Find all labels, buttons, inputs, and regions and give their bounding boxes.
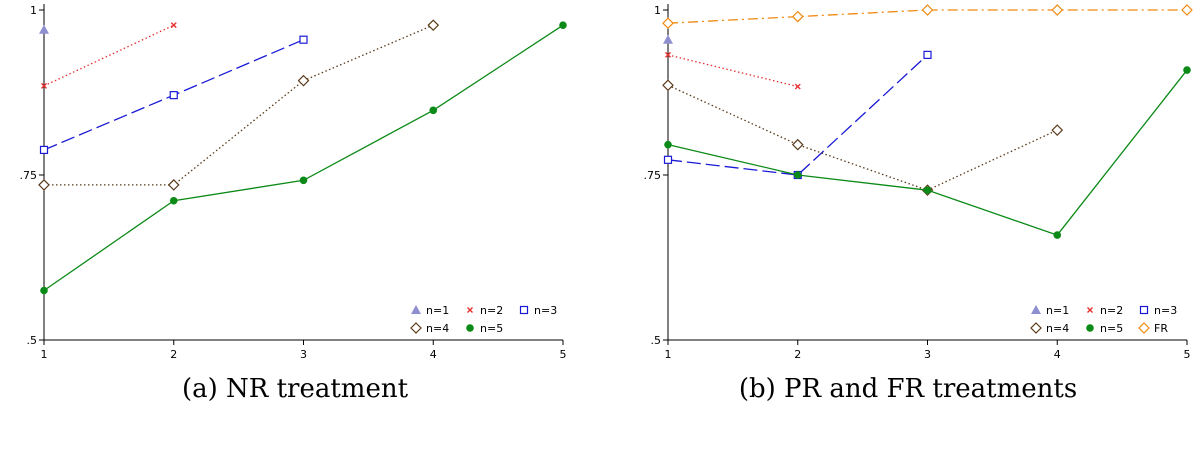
x-tick-label: 3 bbox=[924, 348, 931, 361]
series-line-n-5 bbox=[667, 69, 1188, 236]
y-tick-label: .5 bbox=[27, 334, 38, 347]
series-line-n-4 bbox=[667, 84, 1058, 191]
data-point-n-4 bbox=[1051, 124, 1064, 136]
legend-label-n-2: n=2 bbox=[480, 304, 503, 317]
data-point-n-4 bbox=[662, 79, 674, 92]
chart-panel-nr: .5 .75 1 1 2 3 4 5 n=1 n=2 n=3 n=4 n=5 (a) NR treatm… bbox=[0, 0, 590, 449]
chart-pr-fr-plot: .5 .75 1 1 2 3 4 5 n=1 n=2 n=3 n=4 n=5 FR bbox=[644, 4, 1193, 361]
data-point-n-4 bbox=[427, 19, 440, 32]
series-line-n-5 bbox=[43, 24, 564, 292]
legend-label-n-5: n=5 bbox=[480, 322, 503, 335]
legend-marker-n-5 bbox=[466, 324, 474, 332]
data-point-n-2 bbox=[170, 22, 177, 29]
legend-marker-fr bbox=[1138, 322, 1150, 334]
data-point-n-5 bbox=[1053, 231, 1062, 239]
series-n-3 bbox=[663, 50, 932, 180]
legend-label-n-5: n=5 bbox=[1100, 322, 1123, 335]
legend-label-n-4: n=4 bbox=[426, 322, 449, 335]
legend: n=1 n=2 n=3 n=4 n=5 bbox=[410, 304, 557, 335]
legend-marker-n-2 bbox=[1087, 307, 1093, 313]
data-point-n-1 bbox=[663, 34, 673, 44]
x-tick-label: 3 bbox=[300, 348, 307, 361]
chart-caption-pr-fr: (b) PR and FR treatments bbox=[738, 374, 1078, 404]
series-n-1 bbox=[663, 34, 673, 44]
data-point-n-4 bbox=[791, 138, 804, 151]
data-point-n-3 bbox=[39, 145, 49, 155]
x-tick-label: 5 bbox=[560, 348, 567, 361]
x-tick-label: 4 bbox=[430, 348, 437, 361]
data-point-fr bbox=[791, 10, 804, 23]
x-tick-label: 4 bbox=[1054, 348, 1061, 361]
data-point-n-3 bbox=[169, 91, 178, 100]
legend-marker-n-3 bbox=[1139, 305, 1149, 315]
series-n-3 bbox=[39, 35, 308, 155]
chart-panel-pr-fr: .5 .75 1 1 2 3 4 5 n=1 n=2 n=3 n=4 n=5 FR (b) PR and … bbox=[612, 0, 1204, 449]
legend: n=1 n=2 n=3 n=4 n=5 FR bbox=[1030, 304, 1177, 335]
x-tick-label: 2 bbox=[794, 348, 801, 361]
series-line-n-2 bbox=[43, 24, 175, 87]
legend-marker-n-3 bbox=[519, 305, 529, 315]
series-fr bbox=[662, 4, 1193, 30]
data-point-n-5 bbox=[1183, 66, 1191, 74]
legend-label-n-1: n=1 bbox=[426, 304, 449, 317]
legend-marker-n-1 bbox=[411, 305, 421, 314]
series-n-4 bbox=[38, 19, 440, 191]
chart-caption-nr: (a) NR treatment bbox=[181, 374, 409, 404]
series-n-4 bbox=[662, 79, 1064, 197]
data-point-fr bbox=[921, 4, 934, 16]
data-point-n-5 bbox=[169, 196, 178, 205]
legend-marker-n-4 bbox=[1030, 322, 1042, 334]
series-n-5 bbox=[40, 21, 567, 295]
legend-label-n-2: n=2 bbox=[1100, 304, 1123, 317]
data-point-n-2 bbox=[665, 51, 671, 58]
chart-nr-plot: .5 .75 1 1 2 3 4 5 n=1 n=2 n=3 n=4 n=5 bbox=[20, 4, 567, 361]
series-n-2 bbox=[41, 22, 177, 89]
data-point-n-2 bbox=[794, 83, 801, 90]
y-tick-label: .5 bbox=[651, 334, 662, 347]
legend-label-n-3: n=3 bbox=[534, 304, 557, 317]
series-n-2 bbox=[665, 51, 801, 90]
data-point-n-2 bbox=[41, 82, 47, 89]
data-point-n-1 bbox=[39, 24, 49, 34]
y-tick-label: 1 bbox=[654, 4, 661, 17]
data-point-n-5 bbox=[559, 21, 567, 29]
legend-marker-n-2 bbox=[467, 307, 473, 313]
y-tick-label: .75 bbox=[20, 169, 38, 182]
data-point-n-5 bbox=[793, 171, 802, 179]
legend-label-n-3: n=3 bbox=[1154, 304, 1177, 317]
data-point-n-5 bbox=[923, 186, 932, 194]
data-point-fr bbox=[662, 17, 674, 30]
x-tick-label: 1 bbox=[41, 348, 48, 361]
x-tick-label: 2 bbox=[170, 348, 177, 361]
data-point-n-5 bbox=[40, 286, 48, 295]
series-n-1 bbox=[39, 24, 49, 34]
data-point-n-4 bbox=[297, 74, 310, 87]
data-point-n-5 bbox=[429, 106, 438, 115]
legend-label-n-1: n=1 bbox=[1046, 304, 1069, 317]
legend-label-n-4: n=4 bbox=[1046, 322, 1069, 335]
data-point-n-3 bbox=[663, 155, 673, 164]
series-line-fr bbox=[667, 9, 1187, 24]
data-point-n-5 bbox=[664, 140, 672, 149]
data-point-n-3 bbox=[923, 50, 932, 59]
data-point-n-5 bbox=[299, 176, 308, 185]
data-point-fr bbox=[1181, 4, 1193, 16]
legend-marker-n-4 bbox=[410, 322, 422, 334]
data-point-n-4 bbox=[167, 179, 180, 191]
data-point-n-4 bbox=[38, 179, 50, 191]
series-line-n-2 bbox=[667, 54, 798, 88]
y-tick-label: 1 bbox=[30, 4, 37, 17]
series-n-5 bbox=[664, 66, 1191, 239]
legend-marker-n-1 bbox=[1031, 305, 1041, 314]
legend-marker-n-5 bbox=[1086, 324, 1094, 332]
legend-label-fr: FR bbox=[1154, 322, 1168, 335]
series-line-n-4 bbox=[44, 24, 434, 186]
x-tick-label: 1 bbox=[665, 348, 672, 361]
series-line-n-3 bbox=[667, 54, 928, 176]
y-tick-label: .75 bbox=[644, 169, 662, 182]
x-tick-label: 5 bbox=[1184, 348, 1191, 361]
data-point-fr bbox=[1051, 4, 1064, 16]
data-point-n-3 bbox=[299, 35, 308, 44]
